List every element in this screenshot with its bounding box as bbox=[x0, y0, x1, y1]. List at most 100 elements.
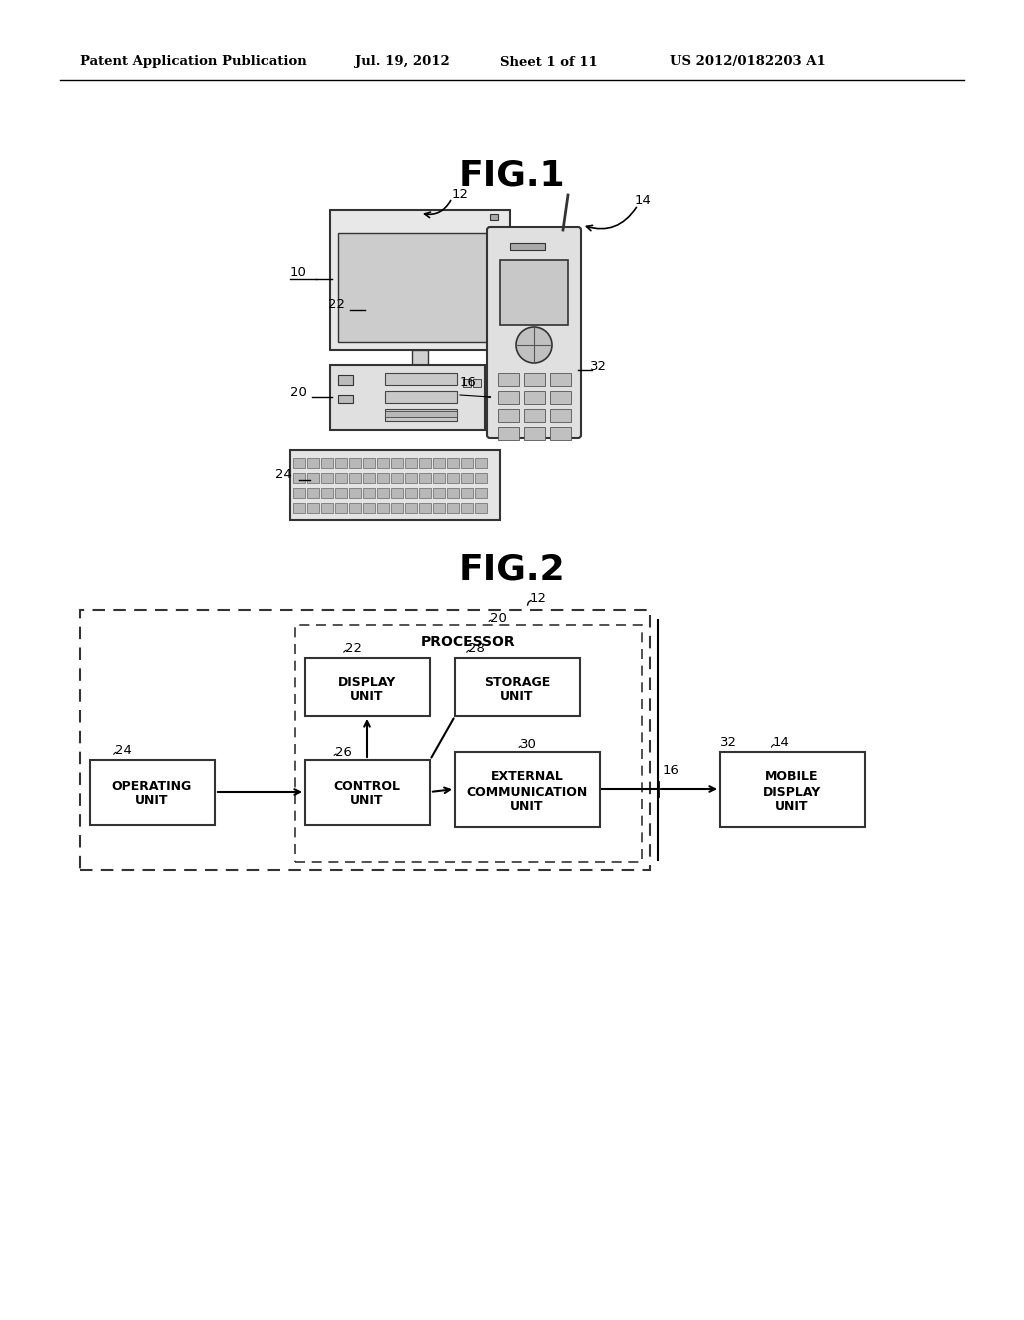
Bar bbox=[90, 760, 215, 825]
Bar bbox=[461, 503, 473, 513]
Bar bbox=[385, 374, 457, 385]
Text: 32: 32 bbox=[720, 735, 737, 748]
Bar bbox=[433, 488, 445, 498]
Bar bbox=[419, 488, 431, 498]
Text: 12: 12 bbox=[530, 591, 547, 605]
Text: MOBILE: MOBILE bbox=[765, 771, 819, 784]
Bar bbox=[475, 473, 487, 483]
Bar bbox=[293, 488, 305, 498]
Bar bbox=[455, 752, 600, 828]
Bar bbox=[335, 473, 347, 483]
Bar bbox=[321, 503, 333, 513]
Bar bbox=[391, 488, 403, 498]
Text: PROCESSOR: PROCESSOR bbox=[421, 635, 515, 649]
Bar bbox=[307, 458, 319, 469]
Bar bbox=[510, 243, 545, 249]
Bar bbox=[293, 473, 305, 483]
Bar bbox=[406, 488, 417, 498]
Bar bbox=[433, 458, 445, 469]
Text: 20: 20 bbox=[490, 611, 507, 624]
Bar bbox=[307, 473, 319, 483]
Text: EXTERNAL: EXTERNAL bbox=[490, 771, 563, 784]
Bar bbox=[447, 458, 459, 469]
Text: 14: 14 bbox=[635, 194, 652, 206]
Text: US 2012/0182203 A1: US 2012/0182203 A1 bbox=[670, 55, 825, 69]
Text: 22: 22 bbox=[328, 298, 345, 312]
Text: 26: 26 bbox=[335, 746, 352, 759]
Text: 12: 12 bbox=[452, 189, 469, 202]
Bar bbox=[335, 488, 347, 498]
Text: UNIT: UNIT bbox=[135, 795, 169, 808]
Bar bbox=[377, 503, 389, 513]
Bar bbox=[498, 374, 519, 385]
Bar bbox=[433, 503, 445, 513]
Bar bbox=[305, 760, 430, 825]
Bar bbox=[419, 473, 431, 483]
Bar bbox=[550, 391, 571, 404]
Bar bbox=[391, 503, 403, 513]
Bar bbox=[419, 458, 431, 469]
Bar bbox=[473, 379, 481, 387]
Bar bbox=[377, 488, 389, 498]
Text: UNIT: UNIT bbox=[350, 795, 384, 808]
Bar bbox=[330, 210, 510, 350]
Bar bbox=[293, 458, 305, 469]
Bar bbox=[338, 234, 502, 342]
Bar bbox=[349, 473, 361, 483]
Bar bbox=[335, 458, 347, 469]
Text: 24: 24 bbox=[115, 743, 132, 756]
Text: COMMUNICATION: COMMUNICATION bbox=[466, 785, 588, 799]
Text: DISPLAY: DISPLAY bbox=[763, 785, 821, 799]
Bar bbox=[349, 458, 361, 469]
Text: UNIT: UNIT bbox=[775, 800, 809, 813]
Bar bbox=[550, 409, 571, 422]
Bar bbox=[380, 368, 460, 376]
Bar bbox=[362, 458, 375, 469]
Text: 20: 20 bbox=[290, 387, 307, 400]
Bar bbox=[550, 374, 571, 385]
Bar bbox=[524, 426, 545, 440]
Text: 32: 32 bbox=[590, 360, 607, 374]
Bar bbox=[455, 657, 580, 715]
Text: 30: 30 bbox=[520, 738, 537, 751]
FancyBboxPatch shape bbox=[487, 227, 581, 438]
Bar bbox=[461, 473, 473, 483]
Text: 24: 24 bbox=[275, 469, 292, 482]
Bar bbox=[338, 375, 353, 385]
Bar bbox=[433, 473, 445, 483]
Bar bbox=[349, 488, 361, 498]
Bar bbox=[377, 458, 389, 469]
Bar bbox=[385, 409, 457, 421]
Text: DISPLAY: DISPLAY bbox=[338, 676, 396, 689]
Text: UNIT: UNIT bbox=[350, 690, 384, 704]
Bar bbox=[720, 752, 865, 828]
Bar bbox=[406, 458, 417, 469]
Bar bbox=[338, 395, 353, 403]
Bar bbox=[385, 411, 457, 417]
Bar bbox=[461, 458, 473, 469]
Bar bbox=[550, 426, 571, 440]
Text: 16: 16 bbox=[663, 764, 680, 777]
Text: CONTROL: CONTROL bbox=[334, 780, 400, 792]
Text: UNIT: UNIT bbox=[510, 800, 544, 813]
Bar bbox=[307, 488, 319, 498]
Bar bbox=[524, 374, 545, 385]
Bar bbox=[475, 458, 487, 469]
Text: Jul. 19, 2012: Jul. 19, 2012 bbox=[355, 55, 450, 69]
Bar bbox=[321, 488, 333, 498]
Bar bbox=[463, 379, 471, 387]
Bar bbox=[461, 488, 473, 498]
Bar bbox=[321, 473, 333, 483]
Bar bbox=[406, 473, 417, 483]
Bar bbox=[305, 657, 430, 715]
Text: Patent Application Publication: Patent Application Publication bbox=[80, 55, 307, 69]
Bar bbox=[307, 503, 319, 513]
Bar bbox=[293, 503, 305, 513]
Bar bbox=[447, 488, 459, 498]
Bar bbox=[447, 473, 459, 483]
Bar bbox=[475, 488, 487, 498]
Text: Sheet 1 of 11: Sheet 1 of 11 bbox=[500, 55, 598, 69]
Text: UNIT: UNIT bbox=[501, 690, 534, 704]
Bar bbox=[498, 426, 519, 440]
Bar bbox=[377, 473, 389, 483]
